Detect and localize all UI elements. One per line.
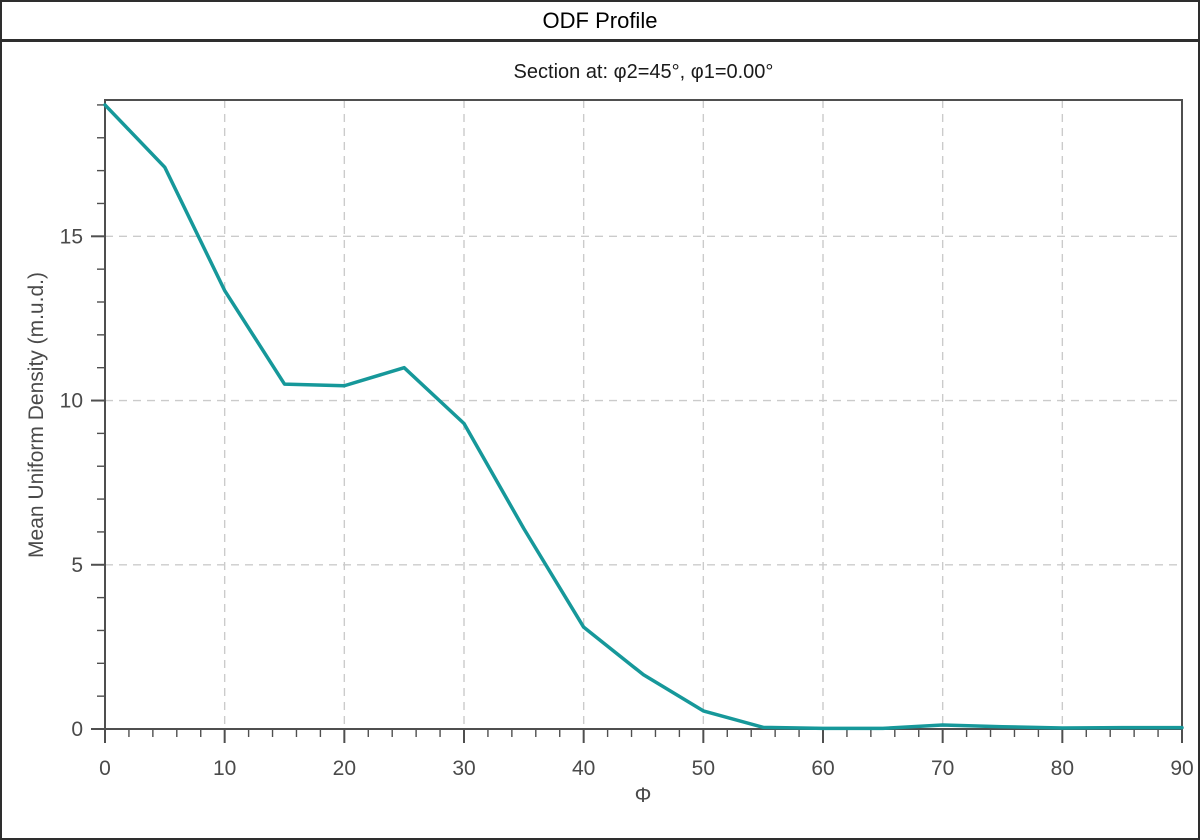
y-tick-label: 5 [71, 554, 83, 577]
odf-profile-chart: 0 10 20 30 40 50 60 70 80 90 0 5 10 15 [60, 99, 1194, 780]
y-tick-label: 10 [60, 390, 83, 413]
x-tick-label: 80 [1051, 757, 1074, 780]
x-tick-label: 50 [692, 757, 715, 780]
x-tick-label: 70 [931, 757, 954, 780]
window-title: ODF Profile [542, 7, 658, 33]
x-tick-label: 20 [333, 757, 356, 780]
series-line [103, 103, 1184, 731]
x-tick-label: 10 [213, 757, 236, 780]
x-axis-title: Φ [634, 784, 652, 807]
window-titlebar[interactable]: ODF Profile [2, 2, 1198, 42]
y-axis-title: Mean Uniform Density (m.u.d.) [25, 272, 48, 558]
x-tick-label: 30 [452, 757, 475, 780]
x-tick-label: 0 [99, 757, 111, 780]
x-tick-label: 60 [811, 757, 834, 780]
x-tick-label: 40 [572, 757, 595, 780]
y-tick-label: 0 [71, 718, 83, 741]
chart-area: 0 10 20 30 40 50 60 70 80 90 0 5 10 15 Section at: φ2… [2, 42, 1198, 838]
plot-border [104, 99, 1183, 730]
x-tick-label: 90 [1170, 757, 1193, 780]
chart-subtitle: Section at: φ2=45°, φ1=0.00° [513, 61, 774, 83]
y-tick-label: 15 [60, 225, 83, 248]
